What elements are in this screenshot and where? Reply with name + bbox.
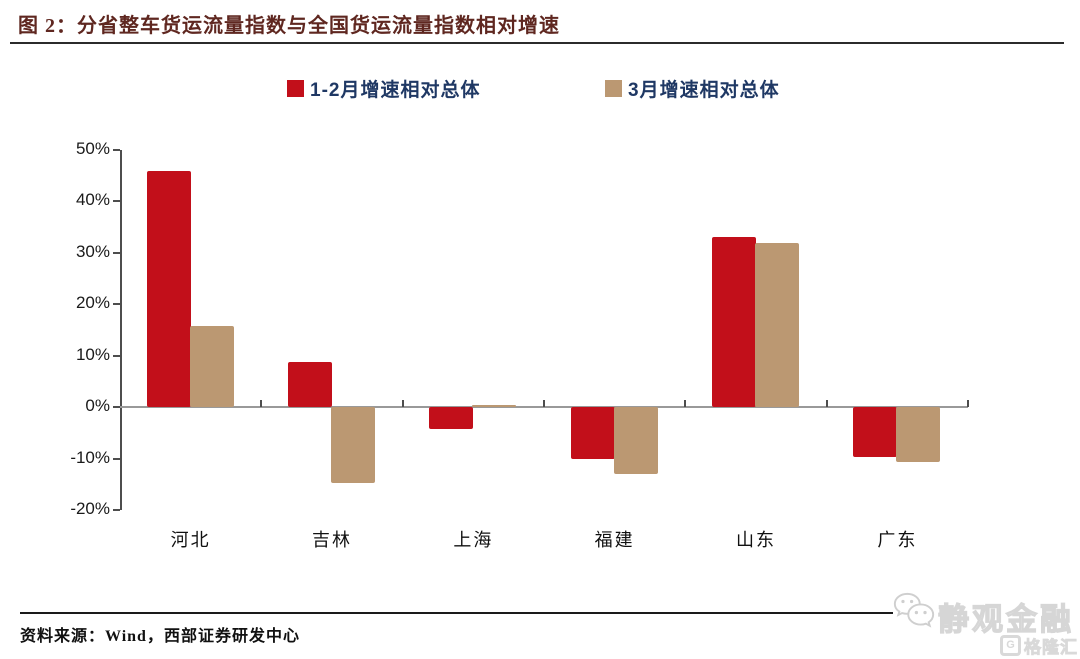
x-category-label: 上海 [453, 530, 494, 550]
zero-baseline [120, 406, 968, 409]
bar-mar-河北 [189, 326, 234, 408]
y-axis-tick [113, 457, 120, 460]
y-axis-tick-label: 0% [85, 396, 110, 416]
legend-label-series1: 1-2月增速相对总体 [310, 79, 481, 101]
y-axis-line [120, 150, 122, 510]
x-axis-tick [967, 400, 969, 408]
gelonghui-logo-icon: G [1000, 635, 1021, 656]
footer-divider [20, 612, 893, 614]
data-source-note: 资料来源：Wind，西部证券研发中心 [20, 628, 300, 645]
bar-jan-feb-上海 [429, 407, 474, 429]
x-category-label: 福建 [594, 530, 635, 550]
y-axis-tick [113, 251, 120, 254]
legend-swatch-tan [605, 79, 622, 97]
legend-swatch-red [287, 79, 304, 97]
x-category-label: 山东 [736, 530, 776, 550]
y-axis-tick [113, 354, 120, 357]
y-axis-tick [113, 406, 120, 409]
x-axis-tick [684, 400, 687, 408]
x-axis-tick [825, 400, 828, 408]
y-axis-tick-label: 20% [75, 293, 110, 313]
y-axis-tick-label: 30% [75, 241, 110, 261]
bar-mar-山东 [755, 242, 799, 408]
bar-jan-feb-广东 [853, 407, 898, 458]
bar-jan-feb-山东 [712, 237, 756, 408]
bar-mar-广东 [896, 407, 941, 463]
title-divider [10, 42, 1064, 44]
x-axis-tick [401, 400, 404, 408]
y-axis-tick [113, 509, 120, 511]
x-category-label: 广东 [877, 530, 918, 550]
x-category-label: 吉林 [312, 530, 352, 550]
y-axis-tick-label: -20% [70, 499, 110, 518]
y-axis-tick-label: 40% [75, 190, 110, 210]
y-axis-tick [113, 303, 120, 306]
watermark-account-name: 静观金融 [937, 601, 1074, 637]
bar-jan-feb-吉林 [288, 362, 332, 408]
x-axis-tick [260, 400, 263, 408]
bar-jan-feb-河北 [146, 170, 191, 408]
chart-title: 图 2：分省整车货运流量指数与全国货运流量指数相对增速 [18, 15, 560, 37]
x-category-label: 河北 [170, 530, 211, 550]
legend-item-series2: 3月增速相对总体 [605, 76, 780, 101]
bar-jan-feb-福建 [570, 407, 615, 459]
y-axis-tick [113, 200, 120, 203]
bar-mar-吉林 [331, 407, 375, 484]
bar-mar-福建 [613, 407, 658, 474]
wechat-icon [891, 591, 937, 642]
legend-item-series1: 1-2月增速相对总体 [287, 76, 481, 101]
y-axis-tick [113, 149, 120, 151]
legend-label-series2: 3月增速相对总体 [628, 79, 780, 101]
bar-mar-上海 [472, 404, 517, 408]
gelonghui-logo: G 格隆汇 [1000, 633, 1078, 658]
y-axis-tick-label: 10% [75, 344, 110, 364]
gelonghui-logo-text: 格隆汇 [1024, 638, 1078, 658]
x-axis-tick [543, 400, 545, 408]
y-axis-tick-label: -10% [70, 447, 110, 467]
y-axis-tick-label: 50% [75, 139, 110, 158]
